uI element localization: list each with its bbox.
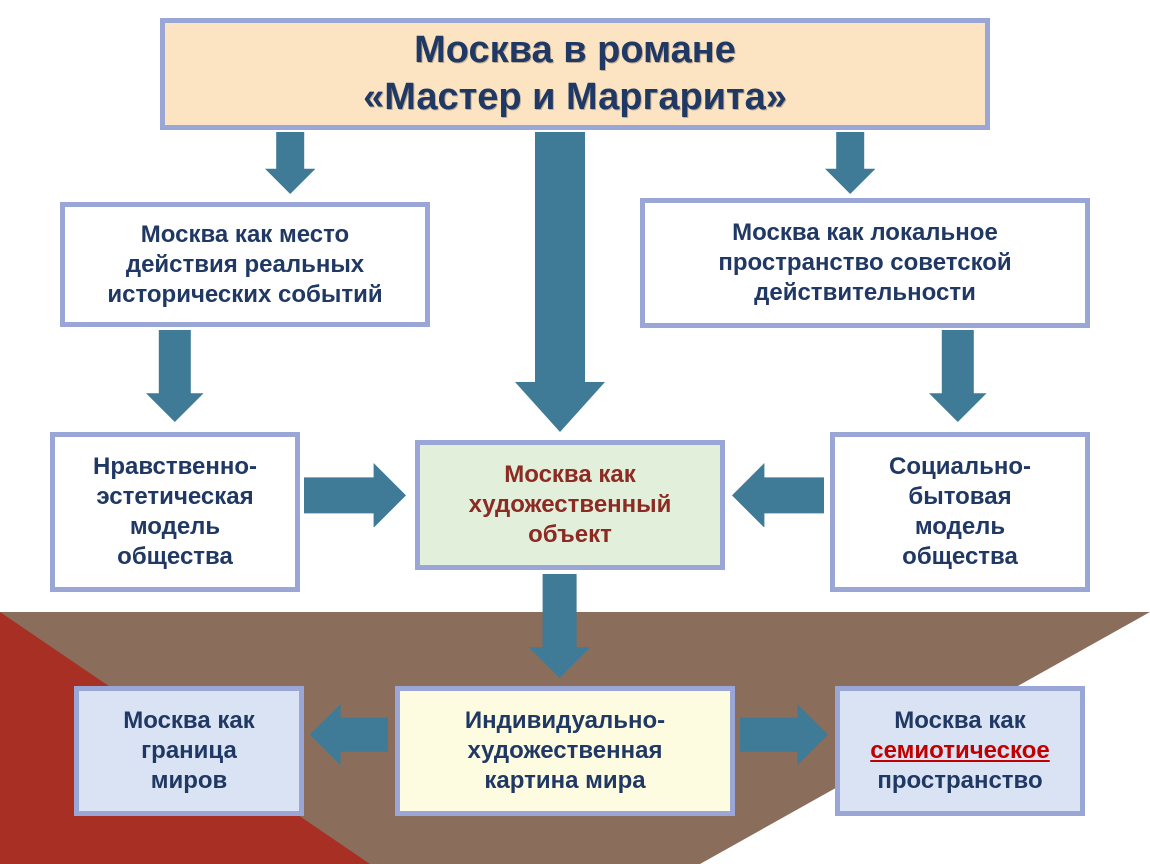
node-left_top: Москва как местодействия реальныхисторич… bbox=[60, 202, 430, 327]
node-center_mid-line: объект bbox=[528, 520, 612, 550]
arrow-a6 bbox=[732, 463, 824, 528]
node-bottom_center: Индивидуально-художественнаякартина мира bbox=[395, 686, 735, 816]
arrow-a7 bbox=[529, 574, 590, 678]
arrow-a2 bbox=[825, 132, 875, 194]
node-right_mid: Социально-бытоваямодельобщества bbox=[830, 432, 1090, 592]
node-right_mid-line: общества bbox=[902, 542, 1018, 572]
node-center_mid-line: художественный bbox=[469, 490, 672, 520]
arrow-a3 bbox=[146, 330, 204, 422]
node-left_top-line: исторических событий bbox=[107, 280, 382, 310]
node-left_mid: Нравственно-эстетическаямодельобщества bbox=[50, 432, 300, 592]
arrow-a_big bbox=[515, 132, 605, 432]
node-bottom_center-line: художественная bbox=[468, 736, 663, 766]
arrow-a8 bbox=[310, 704, 388, 765]
node-right_top-line: действительности bbox=[754, 278, 976, 308]
node-bottom_right-underline-word: семиотическое bbox=[870, 736, 1049, 766]
node-center_mid-line: Москва как bbox=[504, 460, 636, 490]
node-left_mid-line: общества bbox=[117, 542, 233, 572]
arrow-a9 bbox=[740, 704, 828, 765]
node-bottom_right: Москва каксемиотическоепространство bbox=[835, 686, 1085, 816]
node-bottom_center-line: Индивидуально- bbox=[465, 706, 665, 736]
node-left_mid-line: эстетическая bbox=[96, 482, 253, 512]
node-bottom_right-last-word: пространство bbox=[877, 766, 1042, 796]
arrow-a5 bbox=[304, 463, 406, 528]
node-bottom_center-line: картина мира bbox=[484, 766, 645, 796]
node-left_top-line: Москва как место bbox=[141, 220, 349, 250]
node-left_mid-line: модель bbox=[130, 512, 220, 542]
node-right_top-line: пространство советской bbox=[718, 248, 1011, 278]
node-bottom_right-line: Москва как bbox=[894, 706, 1026, 736]
node-bottom_left-line: граница bbox=[141, 736, 237, 766]
arrow-a4 bbox=[929, 330, 987, 422]
node-left_top-line: действия реальных bbox=[126, 250, 364, 280]
node-right_mid-line: Социально- bbox=[889, 452, 1031, 482]
flowchart-canvas: Москва в романе«Мастер и Маргарита»Москв… bbox=[0, 0, 1150, 864]
node-center_mid: Москва какхудожественныйобъект bbox=[415, 440, 725, 570]
node-right_mid-line: модель bbox=[915, 512, 1005, 542]
node-right_top-line: Москва как локальное bbox=[732, 218, 998, 248]
node-title-line: Москва в романе bbox=[414, 27, 736, 75]
arrow-a1 bbox=[265, 132, 315, 194]
node-bottom_left-line: миров bbox=[151, 766, 228, 796]
node-right_mid-line: бытовая bbox=[908, 482, 1011, 512]
node-title: Москва в романе«Мастер и Маргарита» bbox=[160, 18, 990, 130]
node-title-line: «Мастер и Маргарита» bbox=[363, 74, 787, 122]
node-left_mid-line: Нравственно- bbox=[93, 452, 257, 482]
node-right_top: Москва как локальноепространство советск… bbox=[640, 198, 1090, 328]
node-bottom_left-line: Москва как bbox=[123, 706, 255, 736]
node-bottom_left: Москва какграницамиров bbox=[74, 686, 304, 816]
